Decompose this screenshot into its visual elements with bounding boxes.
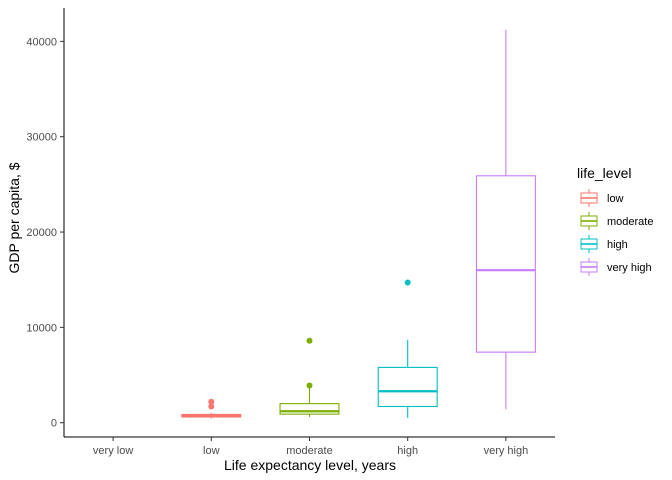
x-tick-label: moderate bbox=[286, 445, 332, 457]
y-tick-label: 10000 bbox=[26, 322, 57, 334]
box-low bbox=[181, 398, 242, 419]
legend-item-moderate: moderate bbox=[580, 212, 653, 230]
y-tick-label: 20000 bbox=[26, 227, 57, 239]
legend-item-label: high bbox=[607, 239, 628, 251]
legend-item-label: very high bbox=[607, 262, 652, 274]
legend-item-label: moderate bbox=[607, 216, 653, 228]
x-axis-ticks: very low low moderate high very high bbox=[93, 437, 528, 457]
box-very-high bbox=[475, 29, 536, 410]
box-iqr bbox=[475, 175, 536, 353]
x-tick-label: very high bbox=[484, 445, 529, 457]
outlier-point bbox=[306, 382, 313, 389]
x-axis-title: Life expectancy level, years bbox=[224, 457, 396, 473]
y-tick-label: 40000 bbox=[26, 36, 57, 48]
legend-title: life_level bbox=[577, 165, 631, 181]
x-tick-label: very low bbox=[93, 445, 133, 457]
outlier-point bbox=[404, 279, 411, 286]
outlier-point bbox=[306, 337, 313, 344]
legend-item-high: high bbox=[580, 235, 628, 253]
legend-item-very-high: very high bbox=[580, 258, 652, 276]
y-axis-ticks: 0 10000 20000 30000 40000 bbox=[26, 36, 64, 430]
box-iqr bbox=[377, 366, 438, 408]
legend: life_level low moderate high very high bbox=[577, 165, 653, 276]
box-series bbox=[181, 29, 536, 419]
x-tick-label: low bbox=[203, 445, 220, 457]
box-moderate bbox=[279, 337, 340, 417]
y-tick-label: 30000 bbox=[26, 132, 57, 144]
outlier-point bbox=[208, 398, 215, 405]
y-tick-label: 0 bbox=[51, 418, 57, 430]
legend-item-low: low bbox=[580, 189, 624, 207]
box-iqr bbox=[279, 403, 340, 415]
y-axis-title: GDP per capita, $ bbox=[6, 162, 22, 273]
legend-item-label: low bbox=[607, 193, 624, 205]
x-tick-label: high bbox=[397, 445, 418, 457]
box-high bbox=[377, 279, 438, 418]
outlier-point bbox=[208, 403, 215, 410]
